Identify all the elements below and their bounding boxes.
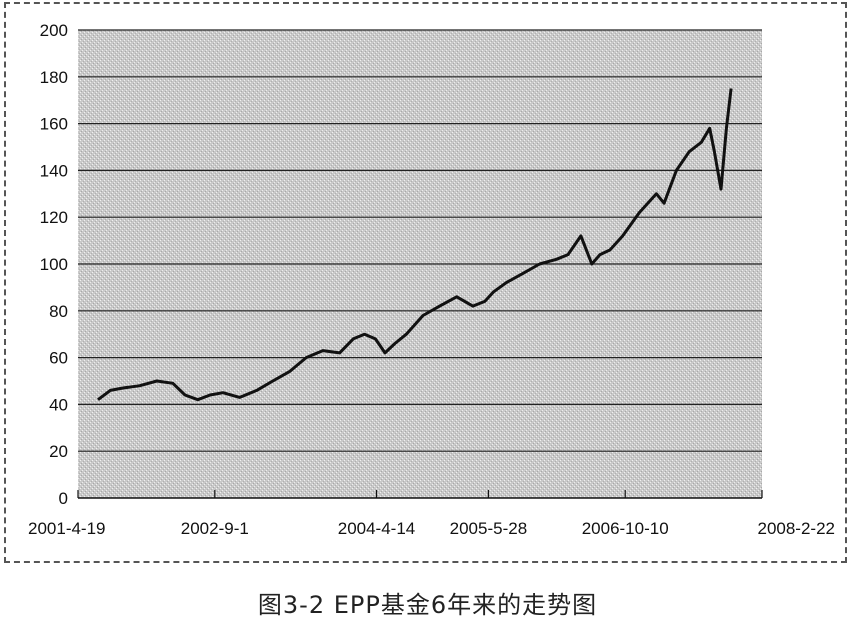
y-axis-ticks: 0 20 40 60 80 100 120 140 160 180 200 bbox=[40, 21, 68, 508]
y-tick-label: 160 bbox=[40, 115, 68, 134]
y-tick-label: 0 bbox=[59, 489, 68, 508]
y-tick-label: 40 bbox=[49, 395, 68, 414]
y-tick-label: 80 bbox=[49, 302, 68, 321]
gridlines bbox=[78, 29, 762, 452]
y-tick-label: 140 bbox=[40, 161, 68, 180]
x-axis-ticks: 2001-4-19 2002-9-1 2004-4-14 2005-5-28 2006-… bbox=[28, 490, 835, 538]
y-tick-label: 180 bbox=[40, 68, 68, 87]
y-tick-label: 200 bbox=[40, 21, 68, 40]
x-tick-label: 2002-9-1 bbox=[181, 519, 249, 538]
x-tick-label: 2008-2-22 bbox=[757, 519, 835, 538]
x-tick-label: 2004-4-14 bbox=[338, 519, 416, 538]
y-tick-label: 100 bbox=[40, 255, 68, 274]
figure-frame bbox=[4, 2, 847, 563]
x-tick-label: 2006-10-10 bbox=[582, 519, 669, 538]
figure-caption: 图3-2 EPP基金6年来的走势图 bbox=[257, 591, 598, 619]
x-tick-label: 2005-5-28 bbox=[450, 519, 528, 538]
series-line bbox=[97, 88, 733, 402]
y-tick-label: 60 bbox=[49, 349, 68, 368]
y-tick-label: 120 bbox=[40, 208, 68, 227]
x-tick-label: 2001-4-19 bbox=[28, 519, 106, 538]
y-tick-label: 20 bbox=[49, 442, 68, 461]
